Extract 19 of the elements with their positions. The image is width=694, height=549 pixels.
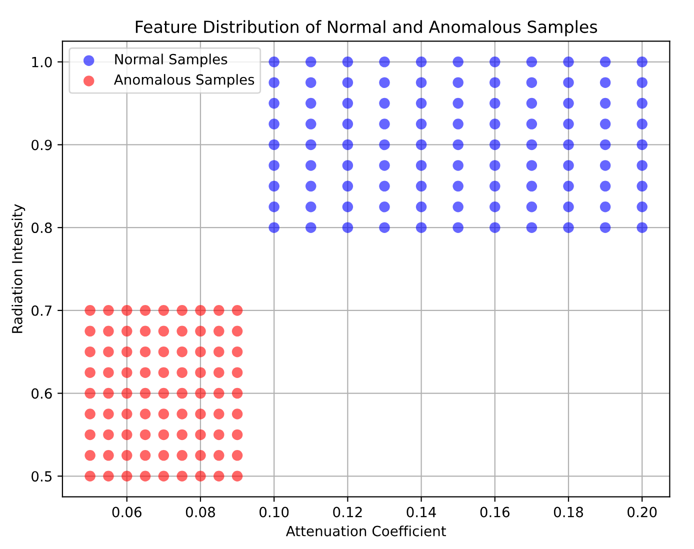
y-tick-label: 0.6 (32, 388, 52, 399)
y-tick-label: 0.9 (32, 140, 52, 150)
y-tick-label: 0.7 (32, 305, 52, 316)
x-tick-label: 0.16 (480, 506, 510, 518)
x-tick-label: 0.08 (186, 506, 215, 518)
chart-title: Feature Distribution of Normal and Anomalous Samples (136, 20, 598, 36)
y-tick-label: 1.0 (32, 56, 52, 68)
x-tick-label: 0.14 (406, 506, 436, 518)
y-axis-title: Radiation Intensity (12, 204, 26, 333)
x-axis-title: Attenuation Coefficient (286, 526, 446, 536)
x-tick-label: 0.10 (260, 506, 289, 518)
x-tick-label: 0.20 (628, 506, 657, 518)
y-tick-label: 0.8 (32, 222, 52, 234)
legend-label: Anomalous Samples (114, 74, 254, 88)
x-tick-label: 0.18 (554, 506, 584, 518)
x-tick-label: 0.06 (112, 506, 142, 518)
legend-label: Normal Samples (115, 54, 228, 68)
y-tick-label: 0.5 (32, 471, 52, 482)
x-tick-label: 0.12 (333, 506, 362, 518)
